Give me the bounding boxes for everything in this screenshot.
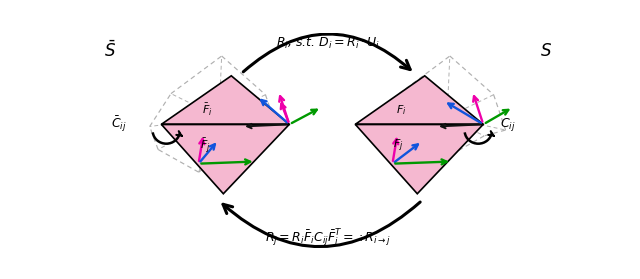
FancyArrowPatch shape [243, 34, 410, 72]
Text: $S$: $S$ [540, 42, 552, 60]
Text: $F_i$: $F_i$ [396, 104, 406, 117]
Text: $\bar{F}_j$: $\bar{F}_j$ [200, 136, 210, 155]
Text: $C_{ij}$: $C_{ij}$ [500, 116, 516, 133]
Text: $\bar{C}_{ij}$: $\bar{C}_{ij}$ [111, 115, 127, 134]
Text: $F_j$: $F_j$ [394, 137, 404, 153]
Text: $\bar{F}_i$: $\bar{F}_i$ [202, 102, 212, 118]
Polygon shape [355, 76, 483, 124]
Polygon shape [161, 76, 289, 124]
Text: $R_j = R_i\bar{F}_iC_{ij}\bar{F}_j^T =: R_{i\to j}$: $R_j = R_i\bar{F}_iC_{ij}\bar{F}_j^T =: … [265, 228, 391, 250]
Text: $R_i$, s.t. $D_i = R_i \cdot U_i$: $R_i$, s.t. $D_i = R_i \cdot U_i$ [276, 36, 380, 51]
Text: $\bar{S}$: $\bar{S}$ [104, 40, 116, 61]
Polygon shape [161, 124, 289, 194]
FancyArrowPatch shape [223, 202, 420, 247]
Polygon shape [355, 124, 483, 194]
